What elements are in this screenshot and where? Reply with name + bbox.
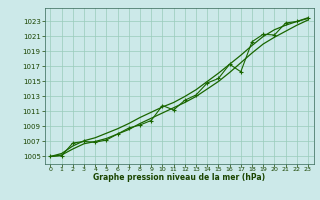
X-axis label: Graphe pression niveau de la mer (hPa): Graphe pression niveau de la mer (hPa) xyxy=(93,173,265,182)
